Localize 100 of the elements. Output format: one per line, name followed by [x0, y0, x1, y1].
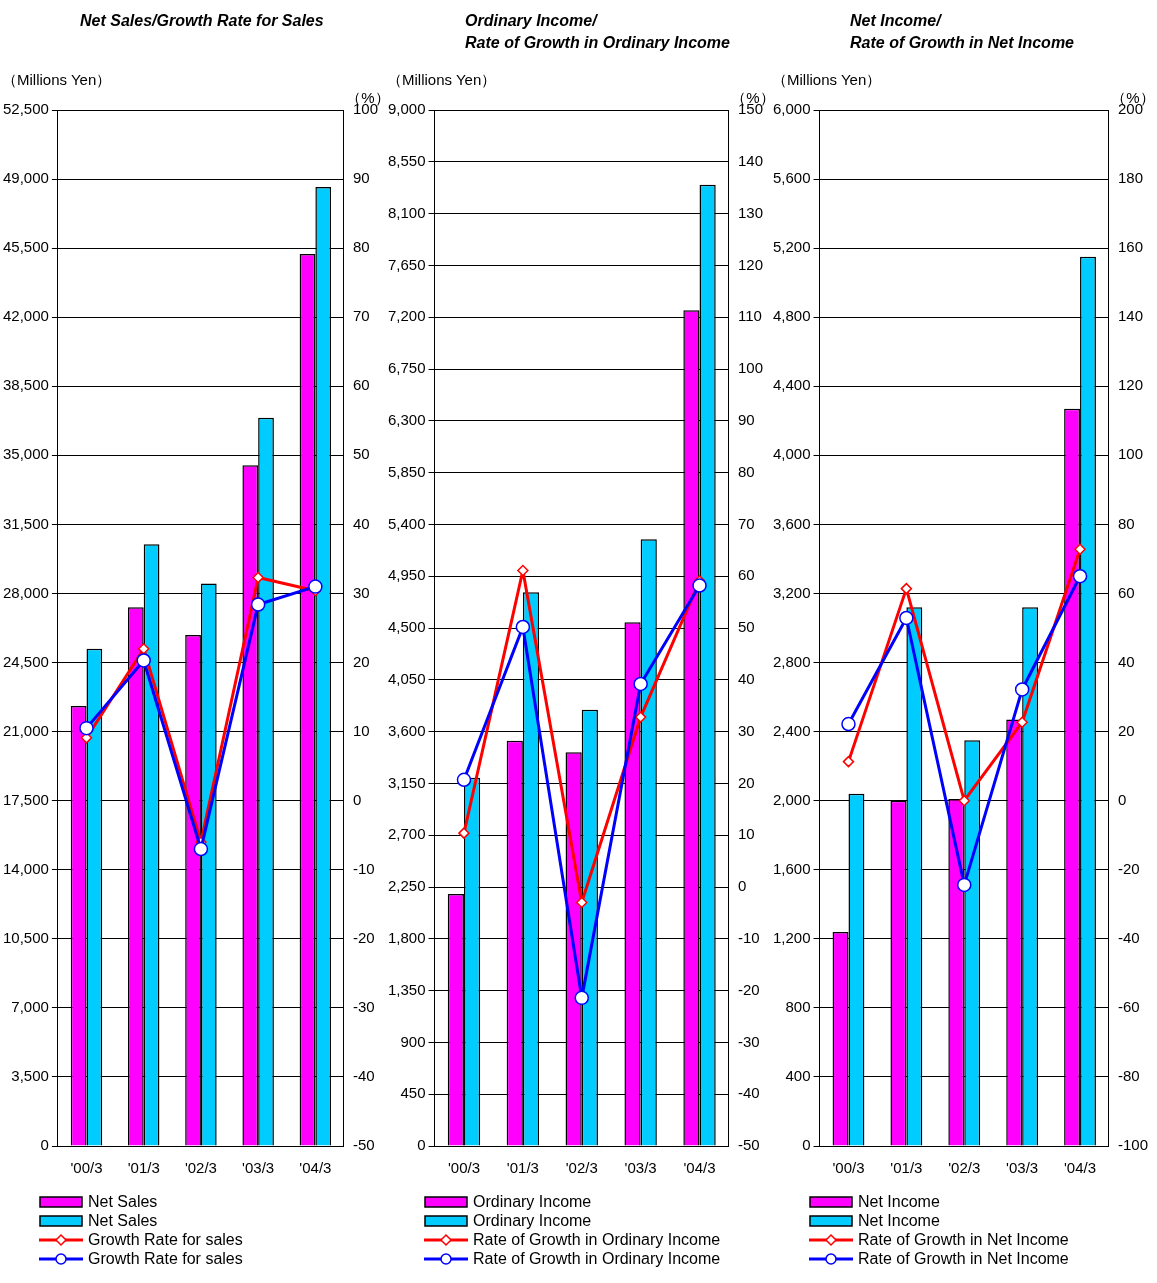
point	[958, 794, 971, 807]
y-tick-label: 6,300	[387, 410, 426, 428]
y-tick-label: 28,000	[2, 583, 49, 601]
y2-tick-label: 70	[352, 307, 370, 325]
legend-label: Ordinary Income	[473, 1211, 592, 1230]
y2-tick-label: 50	[737, 618, 755, 636]
y-tick-label: 7,000	[11, 998, 49, 1016]
x-tick-label: '01/3	[506, 1159, 539, 1177]
point	[842, 755, 855, 768]
x-tick-label: '02/3	[184, 1159, 217, 1177]
point	[1016, 716, 1028, 729]
legend-label: Ordinary Income	[473, 1192, 592, 1211]
y-tick-label: 49,000	[2, 169, 49, 187]
y2-tick-label: -10	[737, 928, 760, 946]
x-tick-label: '03/3	[242, 1159, 275, 1177]
y2-tick-label: -40	[1117, 928, 1140, 946]
y-tick-label: 24,500	[2, 652, 49, 670]
x-tick-label: '00/3	[447, 1159, 481, 1177]
y-axis-title: （Millions Yen）	[772, 70, 882, 88]
y-tick-label: 17,500	[2, 790, 49, 808]
legend-label: Rate of Growth in Net Income	[858, 1230, 1069, 1249]
y-tick-label: 21,000	[2, 721, 49, 739]
y2-tick-label: 140	[737, 151, 763, 169]
y-tick-label: 7,200	[387, 307, 426, 325]
point	[1072, 568, 1088, 584]
y2-tick-label: 20	[737, 773, 755, 791]
y2-tick-label: 20	[352, 652, 370, 670]
y2-tick-label: 0	[1117, 790, 1127, 808]
y2-tick-label: 130	[737, 203, 763, 221]
x-tick-label: '03/3	[1006, 1159, 1039, 1177]
y2-tick-label: 0	[737, 877, 747, 895]
y2-tick-label: 100	[1117, 445, 1144, 463]
y2-tick-label: 60	[1117, 583, 1135, 601]
y-tick-label: 4,050	[387, 669, 426, 687]
y-axis-title: （Millions Yen）	[387, 70, 497, 88]
point	[252, 571, 264, 584]
y-tick-label: 0	[802, 1136, 811, 1154]
y-tick-label: 14,000	[2, 859, 49, 877]
x-tick-label: '00/3	[832, 1159, 865, 1177]
y2-tick-label: -20	[737, 980, 760, 998]
y-tick-label: 8,550	[387, 151, 426, 169]
x-tick-label: '02/3	[565, 1159, 598, 1177]
point	[458, 827, 470, 839]
y-tick-label: 52,500	[2, 100, 49, 118]
legend-label: Rate of Growth in Ordinary Income	[473, 1230, 721, 1249]
y-tick-label: 4,500	[387, 618, 426, 636]
y-tick-label: 3,600	[772, 514, 811, 532]
y2-tick-label: 30	[352, 583, 370, 601]
y2-tick-label: -100	[1117, 1136, 1149, 1154]
y-tick-label: 2,000	[772, 790, 811, 808]
point	[692, 578, 707, 593]
y2-tick-label: 110	[737, 307, 762, 325]
y-tick-label: 5,850	[387, 462, 426, 480]
y-tick-label: 31,500	[2, 514, 49, 532]
x-tick-label: '04/3	[1064, 1159, 1097, 1177]
y-tick-label: 450	[400, 1084, 426, 1102]
y2-tick-label: 10	[352, 721, 370, 739]
y-tick-label: 10,500	[2, 928, 49, 946]
y-tick-label: 800	[785, 998, 811, 1016]
y-tick-label: 0	[40, 1136, 49, 1154]
x-tick-label: '04/3	[299, 1159, 332, 1177]
point	[900, 582, 913, 595]
legend-label: Growth Rate for sales	[88, 1230, 243, 1249]
y2-tick-label: -80	[1117, 1067, 1140, 1085]
chart-title: Net Sales/Growth Rate for Sales	[79, 11, 325, 31]
y-tick-label: 2,700	[387, 825, 426, 843]
y-tick-label: 42,000	[2, 307, 49, 325]
y2-tick-label: 0	[352, 790, 362, 808]
y-tick-label: 2,250	[387, 877, 426, 895]
point	[1014, 682, 1030, 697]
y2-tick-label: 80	[352, 238, 370, 256]
y2-tick-label: 80	[737, 462, 755, 480]
y2-tick-label: -40	[737, 1084, 760, 1102]
y-tick-label: 4,000	[772, 445, 811, 463]
y-tick-label: 5,600	[772, 169, 811, 187]
y2-tick-label: 140	[1117, 307, 1144, 325]
y-tick-label: 1,200	[772, 928, 811, 946]
y-tick-label: 6,000	[772, 100, 811, 118]
point	[515, 619, 531, 635]
y-tick-label: 45,500	[2, 238, 49, 256]
y-tick-label: 400	[785, 1067, 811, 1085]
y-tick-label: 0	[417, 1136, 426, 1154]
y-tick-label: 2,800	[772, 652, 811, 670]
legend-label: Growth Rate for sales	[88, 1249, 243, 1268]
y2-tick-label: 60	[352, 376, 370, 394]
y-tick-label: 3,200	[772, 583, 811, 601]
y-tick-label: 4,950	[387, 566, 426, 584]
y2-tick-label: 180	[1117, 169, 1144, 187]
y2-tick-label: 120	[1117, 376, 1144, 394]
y2-tick-label: -20	[352, 928, 375, 946]
chart-title: Net Income/ Rate of Growth in Net Income	[849, 11, 1075, 52]
point	[1074, 543, 1086, 556]
point	[193, 841, 209, 857]
legend-label: Net Income	[858, 1211, 940, 1230]
y-tick-label: 1,600	[772, 859, 811, 877]
legend-label: Net Income	[858, 1192, 940, 1211]
y-tick-label: 7,650	[387, 255, 426, 273]
point	[456, 772, 472, 788]
y2-tick-label: -30	[352, 998, 375, 1016]
y2-tick-label: 100	[737, 359, 763, 377]
